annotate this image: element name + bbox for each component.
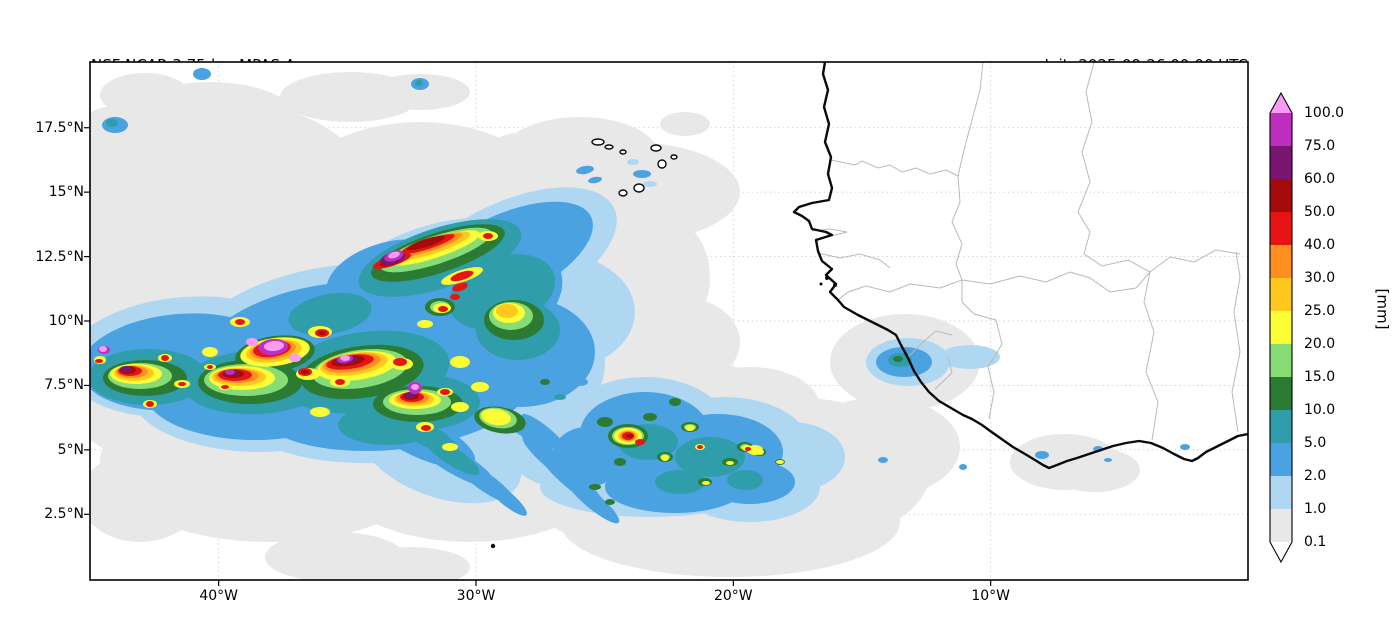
- colorbar-segment-20: [1270, 311, 1292, 345]
- colorbar-boundary-label: 30.0: [1304, 270, 1336, 286]
- colorbar-boundary-label: 2.0: [1304, 468, 1327, 484]
- colorbar-segment-10: [1270, 377, 1292, 411]
- colorbar-outline: [1269, 91, 1293, 564]
- colorbar-boundary-label: 75.0: [1304, 138, 1336, 154]
- colorbar-unit-label: [mm]: [1373, 288, 1392, 330]
- x-tick-label: 20°W: [713, 588, 753, 604]
- y-tick-label: 15°N: [48, 184, 84, 201]
- colorbar-segment-75: [1270, 113, 1292, 147]
- colorbar-segment-30: [1270, 245, 1292, 279]
- y-tick-label: 12.5°N: [35, 248, 84, 265]
- precip-layer-75: [98, 250, 422, 394]
- y-tick-label: 2.5°N: [44, 506, 84, 523]
- colorbar-segment-25: [1270, 278, 1292, 312]
- x-tick-label: 10°W: [971, 588, 1010, 604]
- colorbar-segment-2: [1270, 443, 1292, 477]
- colorbar: 100.0 75.0 60.0 50.0 40.0 30.0 25.0 20.0 15.0 10.…: [1268, 85, 1393, 590]
- colorbar-over-arrow: [1270, 93, 1292, 113]
- colorbar-segment-40: [1270, 212, 1292, 246]
- map-frame: [89, 61, 1249, 581]
- islands: [490, 138, 837, 549]
- colorbar-boundary-label: 25.0: [1304, 303, 1336, 319]
- colorbar-canvas: [1269, 91, 1293, 564]
- country-borders: [811, 62, 1241, 441]
- colorbar-boundary-label: 15.0: [1304, 369, 1336, 385]
- y-tick-label: 5°N: [57, 441, 84, 458]
- colorbar-boundary-label: 50.0: [1304, 204, 1336, 220]
- colorbar-segment-50: [1270, 179, 1292, 213]
- colorbar-under-arrow: [1270, 542, 1292, 562]
- colorbar-boundary-label: 10.0: [1304, 402, 1336, 418]
- coastline: [792, 62, 1248, 470]
- axis-ticks: [84, 127, 992, 586]
- colorbar-boundary-label: 60.0: [1304, 171, 1336, 187]
- x-tick-label: 30°W: [456, 588, 496, 604]
- colorbar-boundary-label: 1.0: [1304, 501, 1327, 517]
- y-tick-label: 10°N: [48, 313, 84, 329]
- colorbar-boundary-label: 40.0: [1304, 237, 1336, 253]
- y-tick-label: 17.5°N: [35, 119, 84, 136]
- precipitation-field: [90, 68, 1190, 580]
- colorbar-segment-1: [1270, 476, 1292, 510]
- colorbar-segment-0.1: [1270, 509, 1292, 543]
- colorbar-segment-15: [1270, 344, 1292, 378]
- colorbar-boundary-label: 0.1: [1304, 534, 1327, 550]
- map-plot-area: 40°W 30°W 20°W 10°W 17.5°N 15°N 12.5°N 10°N 7.5°…: [35, 61, 1249, 604]
- y-tick-label: 7.5°N: [44, 377, 84, 394]
- x-tick-label: 40°W: [199, 588, 238, 604]
- colorbar-boundary-label: 5.0: [1304, 435, 1327, 451]
- colorbar-segment-5: [1270, 410, 1292, 444]
- precipitation-map-canvas: [84, 61, 1249, 586]
- colorbar-segment-60: [1270, 146, 1292, 180]
- colorbar-boundary-label: 20.0: [1304, 336, 1336, 352]
- precip-layer-over: [99, 251, 419, 390]
- colorbar-boundary-label: 100.0: [1304, 105, 1345, 121]
